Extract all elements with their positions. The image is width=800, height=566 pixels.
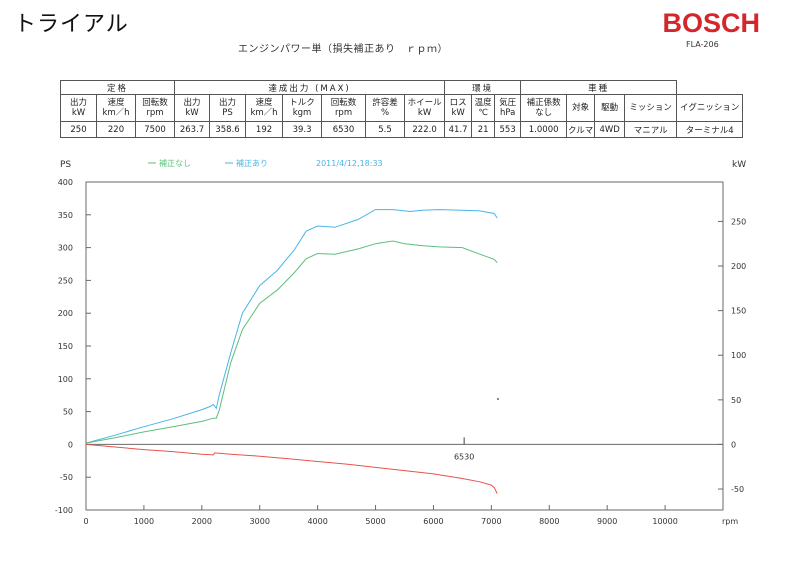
y-left-tick-label: 200 — [58, 309, 73, 318]
x-tick-label: 7000 — [481, 517, 501, 526]
y-right-tick-label: 250 — [731, 217, 746, 226]
column-unit: rpm — [334, 108, 353, 118]
y-left-tick-label: 150 — [58, 342, 73, 351]
column-label: 出力 — [183, 98, 201, 108]
series-line-0 — [85, 209, 498, 444]
column-unit: km／h — [102, 108, 130, 118]
x-tick-label: 0 — [83, 517, 88, 526]
x-tick-label: 8000 — [539, 517, 559, 526]
report-subtitle: エンジンパワー単（損失補正あり ｒｐｍ） — [238, 44, 448, 55]
max-rpm-label: 6530 — [454, 452, 474, 461]
table-column-header: ロス kW — [444, 94, 473, 122]
table-cell: 5.5 — [365, 121, 406, 138]
column-label: 出力 — [219, 98, 237, 108]
column-unit: kW — [71, 108, 86, 118]
y-right-tick-label: 100 — [731, 351, 746, 360]
column-label: 対象 — [572, 103, 590, 113]
table-column-header: 出力 kW — [174, 94, 211, 122]
y-right-tick-label: 150 — [731, 307, 746, 316]
column-unit: hPa — [499, 108, 516, 118]
table-column-header: 出力 kW — [60, 94, 97, 122]
column-label: 補正係数 — [526, 98, 561, 108]
table-cell: マニアル — [624, 121, 678, 138]
table-column-header: 気圧 hPa — [494, 94, 522, 122]
x-tick-label: 10000 — [652, 517, 677, 526]
y-left-tick-label: -100 — [55, 506, 73, 515]
column-unit: ℃ — [478, 108, 488, 118]
column-unit: kW — [417, 108, 432, 118]
column-unit: PS — [222, 108, 233, 118]
y-left-tick-label: 50 — [63, 408, 73, 417]
column-unit: kgm — [292, 108, 312, 118]
table-cell: 222.0 — [404, 121, 446, 138]
table-cell: ターミナル4 — [676, 121, 744, 138]
table-column-header: 回転数 rpm — [321, 94, 367, 122]
column-label: ロス — [449, 98, 467, 108]
column-label: イグニッション — [679, 103, 740, 113]
table-column-header: 補正係数 なし — [520, 94, 568, 122]
y-left-tick-label: 100 — [58, 375, 73, 384]
column-label: トルク — [289, 98, 315, 108]
legend-label: 補正なし — [159, 158, 191, 168]
y-left-tick-label: 300 — [58, 244, 73, 253]
x-tick-label: 2000 — [192, 517, 212, 526]
column-label: ミッション — [629, 103, 672, 113]
column-unit: km／h — [250, 108, 278, 118]
model-number: FLA-206 — [686, 40, 719, 49]
y-right-tick-label: 50 — [731, 396, 741, 405]
column-label: 駆動 — [601, 103, 619, 113]
x-tick-label: 5000 — [365, 517, 385, 526]
table-cell: 553 — [494, 121, 522, 138]
y-right-unit: kW — [732, 160, 746, 170]
column-label: 許容差 — [372, 98, 398, 108]
column-label: 回転数 — [142, 98, 168, 108]
y-left-tick-label: 250 — [58, 276, 73, 285]
brand-logo: BOSCH — [662, 8, 760, 38]
x-tick-label: 9000 — [597, 517, 617, 526]
y-right-tick-label: 200 — [731, 262, 746, 271]
legend-label: 補正あり — [236, 158, 268, 168]
column-label: 気圧 — [499, 98, 517, 108]
y-left-tick-label: 350 — [58, 211, 73, 220]
column-unit: kW — [185, 108, 199, 118]
table-cell: 4WD — [594, 121, 626, 138]
column-label: 温度 — [474, 98, 492, 108]
column-label: ホイール — [407, 98, 442, 108]
table-cell: 7500 — [134, 121, 176, 138]
spec-table: 定格 達成出力 (MAX) 環境 車種 出力 kW 速度 km／h 回転数 rpm 出力 kW 出力 P… — [59, 80, 744, 138]
table-column-header: 温度 ℃ — [471, 94, 496, 122]
x-tick-label: 6000 — [423, 517, 443, 526]
x-tick-label: 3000 — [250, 517, 270, 526]
column-label: 回転数 — [330, 98, 357, 108]
column-unit: rpm — [146, 108, 164, 118]
y-left-tick-label: 0 — [68, 440, 73, 449]
plot-frame — [85, 181, 724, 511]
y-right-tick-label: -50 — [731, 485, 744, 494]
column-unit: % — [380, 108, 390, 118]
y-left-tick-label: 400 — [58, 178, 73, 187]
table-column-header: 回転数 rpm — [134, 94, 176, 122]
column-unit: kW — [451, 108, 465, 118]
speck-dot — [497, 398, 499, 400]
table-column-header: イグニッション — [676, 94, 744, 122]
x-tick-label: 4000 — [307, 517, 327, 526]
x-axis-unit: rpm — [722, 517, 738, 526]
y-right-tick-label: 0 — [731, 440, 736, 449]
column-label: 出力 — [69, 98, 87, 108]
chart-timestamp: 2011/4/12,18:33 — [316, 159, 383, 168]
column-label: 速度 — [107, 98, 125, 108]
document-title: トライアル — [14, 12, 129, 37]
y-left-unit: PS — [60, 160, 71, 170]
series-line-2 — [85, 443, 498, 494]
y-left-tick-label: -50 — [60, 473, 73, 482]
column-label: 速度 — [255, 98, 273, 108]
x-tick-label: 1000 — [134, 517, 154, 526]
series-line-1 — [85, 240, 498, 444]
table-column-header: 速度 km／h — [96, 94, 136, 122]
column-unit: なし — [535, 108, 553, 118]
table-column-header: ホイール kW — [404, 94, 446, 122]
